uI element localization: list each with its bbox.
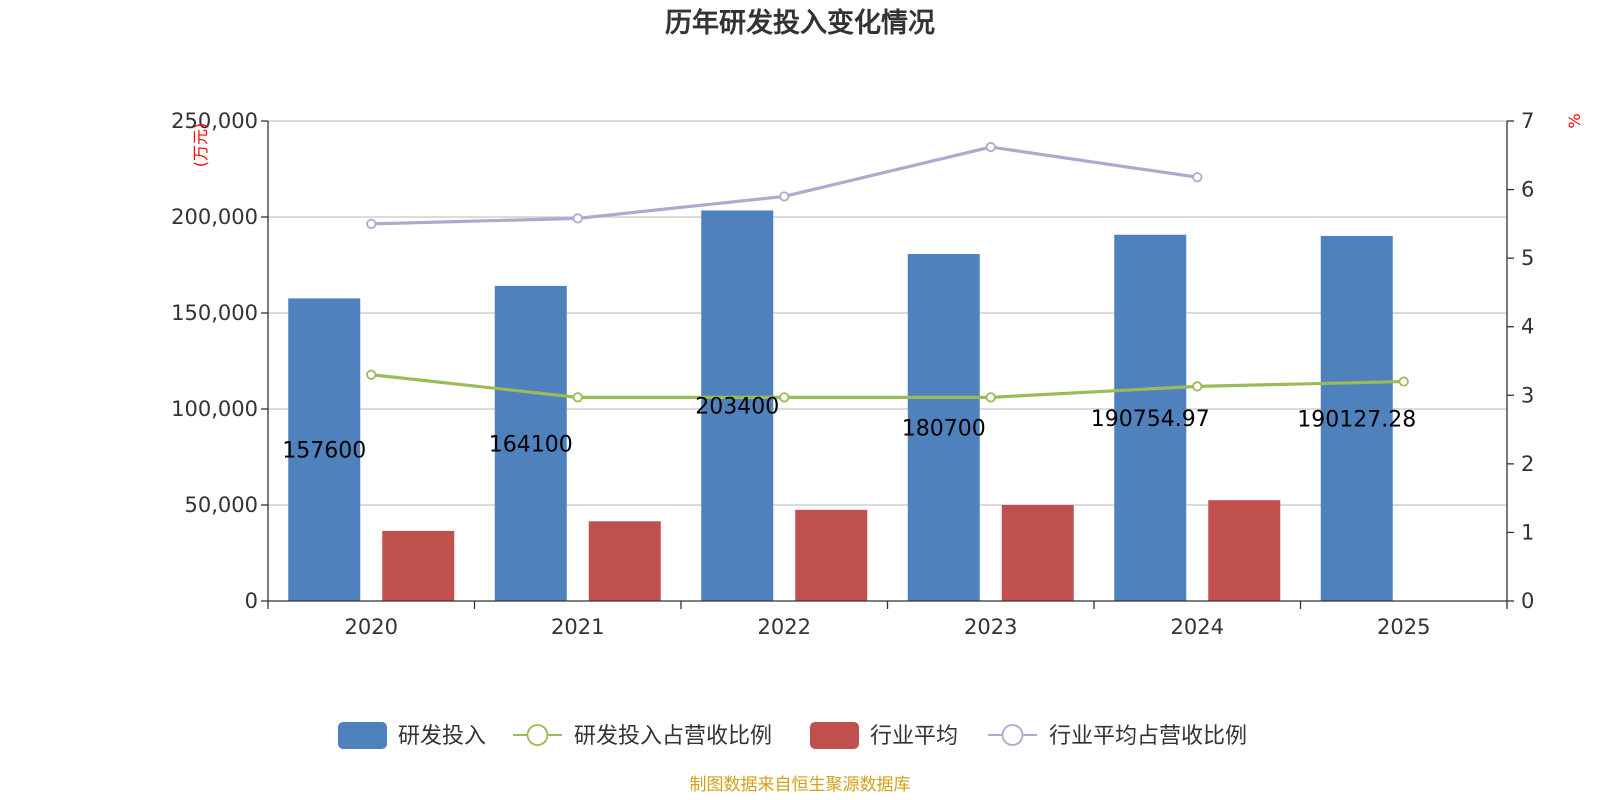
legend-marker: [526, 724, 549, 746]
chart-title: 历年研发投入变化情况: [665, 7, 935, 39]
bar-rd-investment-2022: [701, 210, 774, 602]
bar-industry-average-2020: [382, 530, 455, 601]
point-rd-ratio: [985, 392, 996, 403]
series-line-rd-ratio: [371, 373, 1404, 399]
x-tick-label-2024: 2024: [1171, 615, 1224, 639]
data-label-2024: 190754.97: [1091, 407, 1210, 432]
x-tick-label-2020: 2020: [345, 615, 398, 639]
x-tick-label-2023: 2023: [964, 615, 1017, 639]
data-label-2021: 164100: [489, 432, 573, 457]
data-label-2023: 180700: [902, 417, 986, 442]
legend-swatch: [338, 722, 387, 749]
bar-industry-average-2022: [795, 509, 868, 601]
bar-rd-investment-2025: [1320, 235, 1393, 601]
left-tick-label: 100,000: [171, 397, 258, 421]
bar-rd-investment-2024: [1114, 234, 1187, 601]
bar-rd-investment-2021: [494, 285, 567, 601]
legend-item-1: 研发投入: [338, 722, 486, 749]
left-tick-label: 150,000: [171, 301, 258, 325]
left-tick-label: 50,000: [185, 493, 258, 517]
legend-swatch: [810, 722, 859, 749]
source-note: 制图数据来自恒生聚源数据库: [690, 775, 911, 795]
right-tick-label: 0: [1521, 589, 1534, 613]
point-rd-ratio: [366, 369, 377, 380]
point-industry-ratio: [779, 191, 790, 202]
x-tick-label-2025: 2025: [1377, 615, 1430, 639]
x-tick-label-2022: 2022: [758, 615, 811, 639]
bar-rd-investment-2023: [907, 254, 980, 601]
point-rd-ratio: [1192, 381, 1203, 392]
axes-layer: 0 50,000 100,000 150,000 200,000 250,000 0 1 2 3 4…: [171, 109, 1534, 639]
bars-layer: [288, 210, 1393, 602]
right-axis-unit-label: %: [1565, 113, 1584, 128]
legend-item-2: 研发投入占营收比例: [513, 724, 772, 749]
bar-industry-average-2021: [588, 521, 661, 601]
point-rd-ratio: [1398, 376, 1409, 387]
legend: 研发投入 研发投入占营收比例 行业平均 行业平均占营收比例: [338, 722, 1247, 749]
point-industry-ratio: [1192, 172, 1203, 183]
bar-rd-investment-2020: [288, 298, 361, 601]
data-label-2025: 190127.28: [1297, 407, 1416, 432]
left-tick-label: 250,000: [171, 109, 258, 133]
bar-industry-average-2023: [1001, 505, 1074, 601]
grid-lines: [268, 120, 1507, 506]
right-tick-label: 2: [1521, 452, 1534, 476]
legend-marker: [1001, 724, 1024, 746]
point-rd-ratio: [779, 392, 790, 403]
data-label-2022: 203400: [695, 395, 779, 420]
legend-label: 行业平均占营收比例: [1049, 724, 1247, 749]
point-industry-ratio: [572, 213, 583, 224]
lines-layer: [366, 141, 1409, 403]
legend-label: 研发投入: [398, 724, 486, 749]
legend-item-4: 行业平均占营收比例: [988, 724, 1247, 749]
series-line-industry-ratio: [371, 145, 1198, 226]
right-tick-label: 6: [1521, 178, 1534, 202]
right-tick-label: 5: [1521, 246, 1534, 270]
right-tick-label: 4: [1521, 315, 1534, 339]
data-label-2020: 157600: [282, 439, 366, 464]
point-rd-ratio: [572, 392, 583, 403]
left-tick-label: 200,000: [171, 205, 258, 229]
right-tick-label: 1: [1521, 520, 1534, 544]
legend-item-3: 行业平均: [810, 722, 958, 749]
point-industry-ratio: [366, 218, 377, 229]
bar-industry-average-2024: [1208, 500, 1281, 601]
legend-label: 研发投入占营收比例: [574, 724, 772, 749]
data-labels-layer: 157600 164100 203400 180700 190754.97 190127.…: [282, 395, 1416, 464]
right-tick-label: 3: [1521, 383, 1534, 407]
left-axis-unit-label: (万元): [191, 123, 210, 168]
right-tick-label: 7: [1521, 109, 1534, 133]
point-industry-ratio: [985, 141, 996, 153]
left-tick-label: 0: [245, 589, 258, 613]
legend-label: 行业平均: [870, 724, 958, 749]
x-tick-label-2021: 2021: [551, 615, 604, 639]
